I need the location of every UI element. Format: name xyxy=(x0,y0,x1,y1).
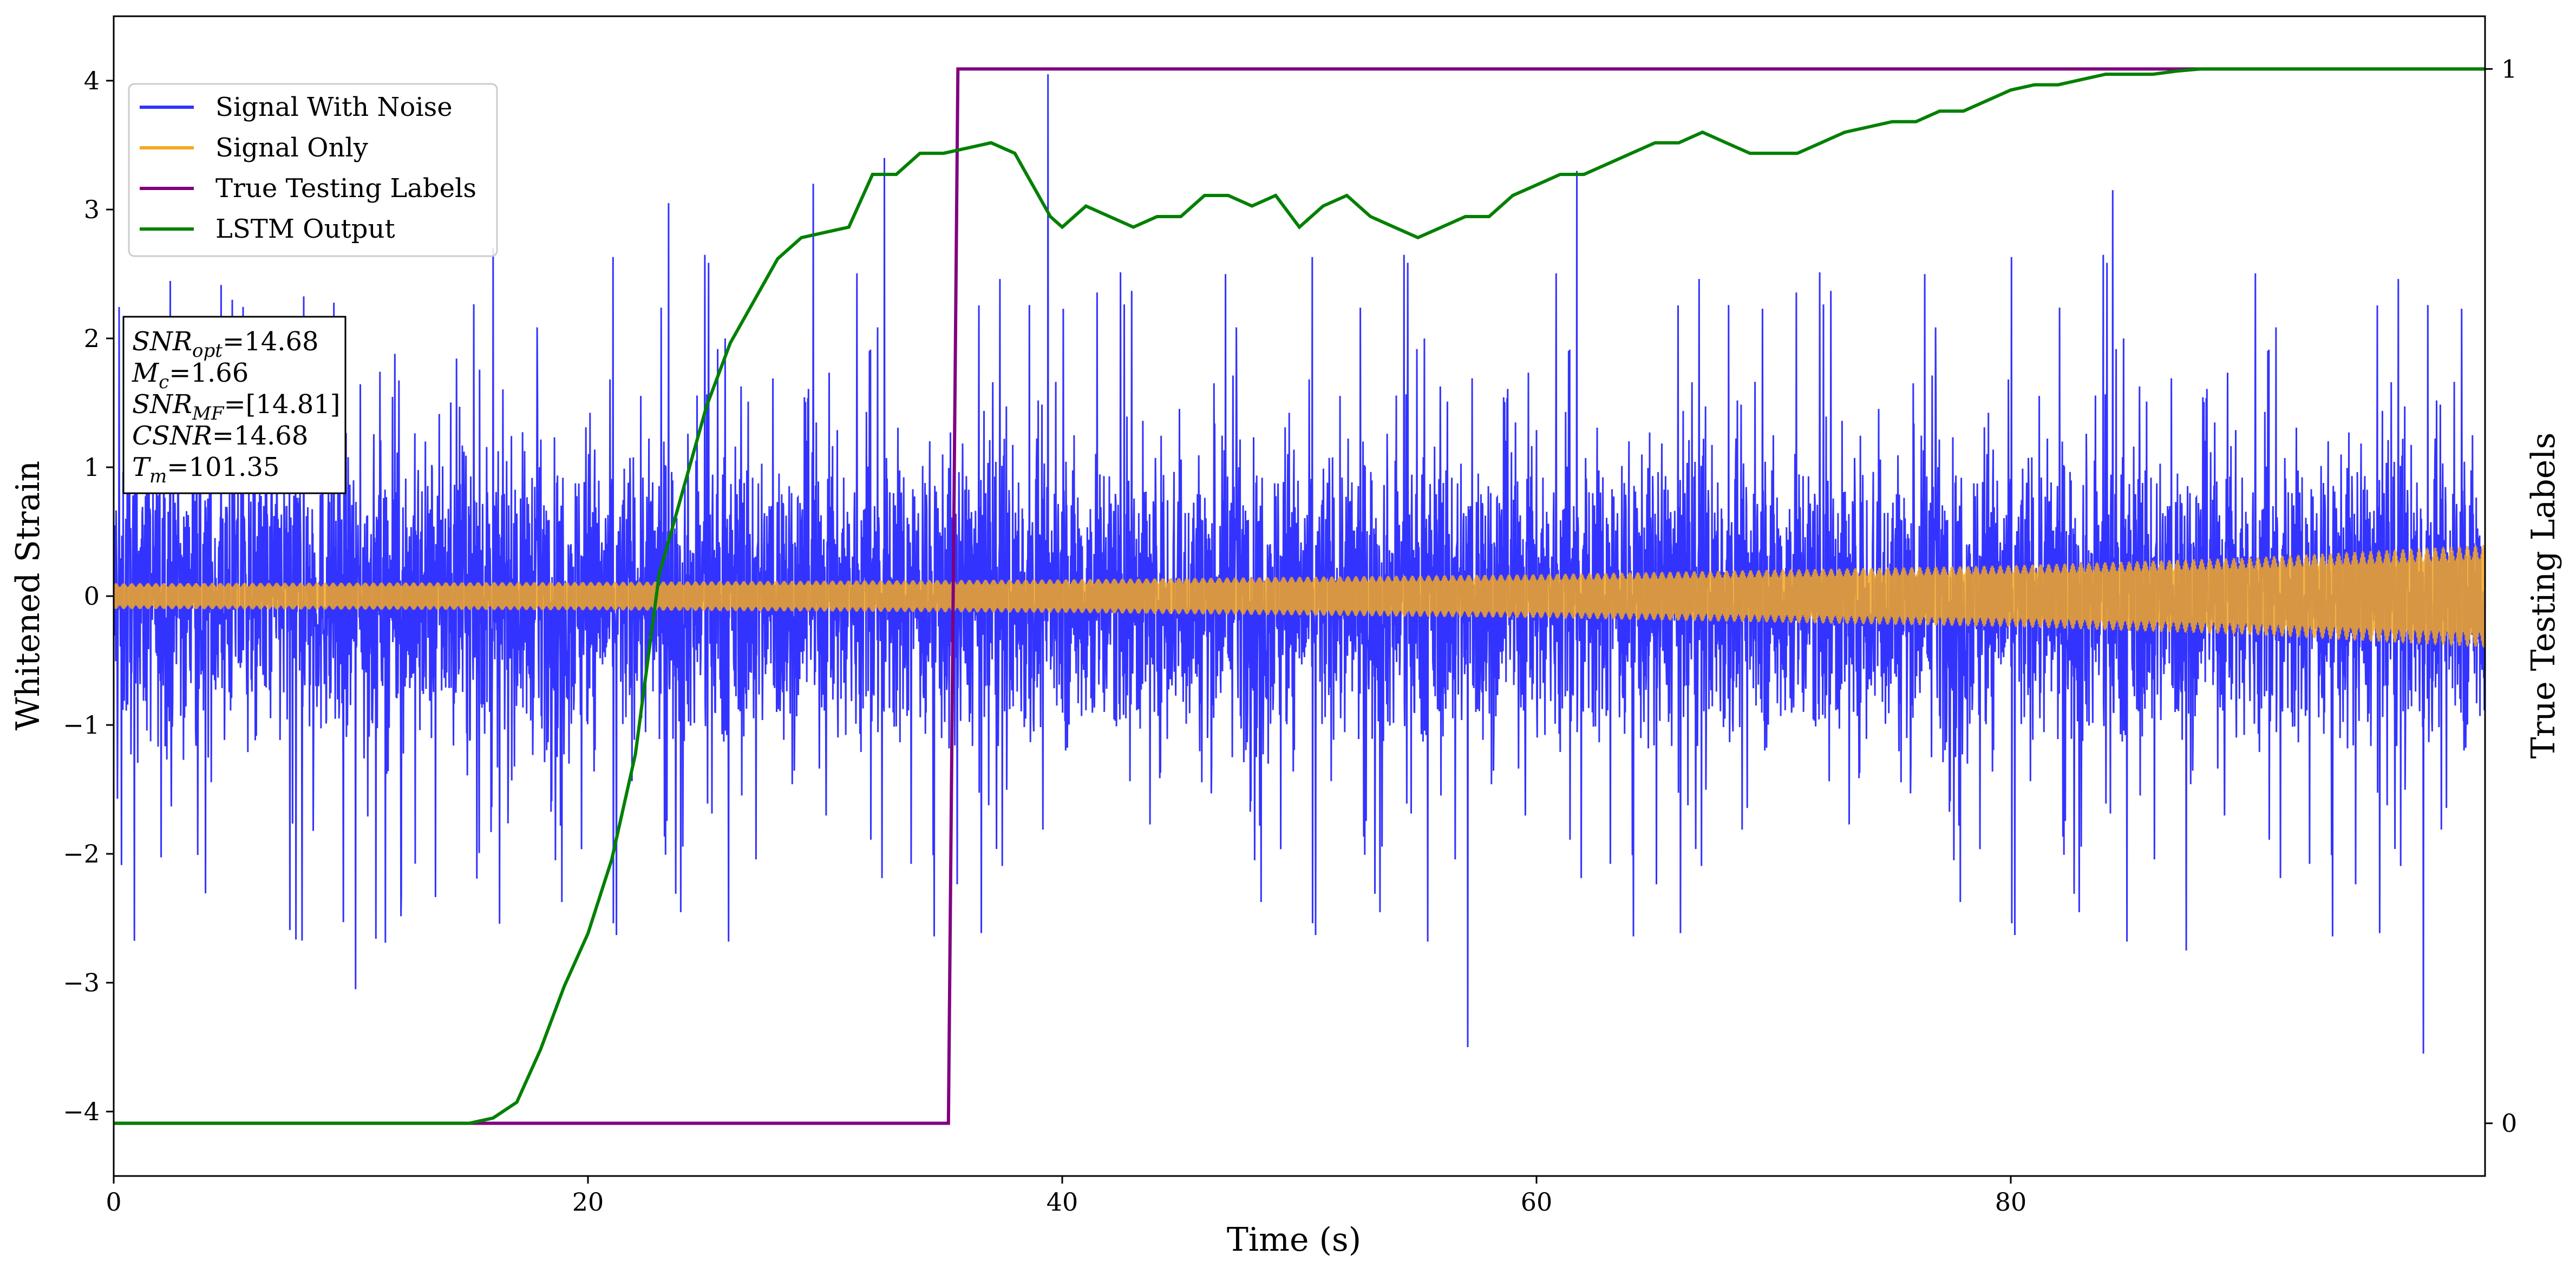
y-tick-label: 4 xyxy=(84,66,100,95)
y-axis-right: 01 xyxy=(2485,54,2517,1138)
annotation-line: SNRMF=[14.81] xyxy=(132,389,341,424)
annotation-line: Tm=101.35 xyxy=(132,452,279,487)
annotation-symbol: SNR xyxy=(132,389,192,420)
annotation-symbol: CSNR xyxy=(132,421,212,451)
annotation-value: =14.68 xyxy=(223,326,319,357)
y-tick-label: 2 xyxy=(84,324,100,353)
y2-axis-title: True Testing Labels xyxy=(2525,433,2562,759)
y-tick-label: 0 xyxy=(84,582,100,611)
annotation-symbol: M xyxy=(132,358,160,388)
legend-box xyxy=(128,83,498,257)
y-tick-label: 1 xyxy=(84,453,100,482)
x-tick-label: 40 xyxy=(1047,1187,1078,1217)
annotation-subscript: m xyxy=(149,466,167,487)
y-tick-label: −4 xyxy=(63,1097,100,1126)
x-tick-label: 80 xyxy=(1995,1187,2027,1217)
x-axis-title: Time (s) xyxy=(1227,1221,1361,1259)
y-tick-label: −3 xyxy=(63,968,100,997)
lstm-output-line xyxy=(114,67,2485,1125)
x-axis: 0 20 40 60 80 xyxy=(106,1176,2026,1217)
y2-tick-label: 0 xyxy=(2501,1109,2517,1138)
x-tick-label: 0 xyxy=(106,1187,121,1217)
signal-only-band xyxy=(114,545,2485,648)
legend-label: Signal Only xyxy=(215,133,368,163)
annotation-line: Mc=1.66 xyxy=(132,358,249,393)
annotation-line: SNRopt=14.68 xyxy=(132,326,319,362)
annotation-subscript: c xyxy=(159,371,169,393)
y-tick-label: 3 xyxy=(84,195,100,224)
legend-label: Signal With Noise xyxy=(215,92,453,122)
y-tick-label: −2 xyxy=(63,839,100,868)
annotation-subscript: MF xyxy=(192,403,225,424)
annotation-value: =1.66 xyxy=(169,358,249,388)
x-tick-label: 20 xyxy=(572,1187,604,1217)
y-axis-title: Whitened Strain xyxy=(9,461,47,730)
annotation-symbol: SNR xyxy=(132,326,192,357)
annotation-value: =[14.81] xyxy=(224,389,340,420)
annotation-box xyxy=(122,316,346,494)
annotation-symbol: T xyxy=(132,452,151,482)
annotation-line: CSNR=14.68 xyxy=(132,421,308,451)
legend: Signal With Noise Signal Only True Testing… xyxy=(128,83,498,257)
y2-tick-label: 1 xyxy=(2501,54,2517,83)
legend-label: LSTM Output xyxy=(215,214,395,244)
y-axis-left: −4 −3 −2 −1 0 1 2 3 4 xyxy=(63,66,114,1126)
annotation-subscript: opt xyxy=(192,340,223,362)
legend-label: True Testing Labels xyxy=(215,173,476,204)
parameter-annotation-box: SNRopt=14.68Mc=1.66SNRMF=[14.81]CSNR=14.… xyxy=(122,316,346,494)
true-testing-labels-line xyxy=(114,67,2485,1125)
x-tick-label: 60 xyxy=(1521,1187,1553,1217)
plot-area xyxy=(114,67,2485,1125)
annotation-value: =14.68 xyxy=(212,421,309,451)
annotation-value: =101.35 xyxy=(167,452,279,482)
y-tick-label: −1 xyxy=(63,710,100,740)
